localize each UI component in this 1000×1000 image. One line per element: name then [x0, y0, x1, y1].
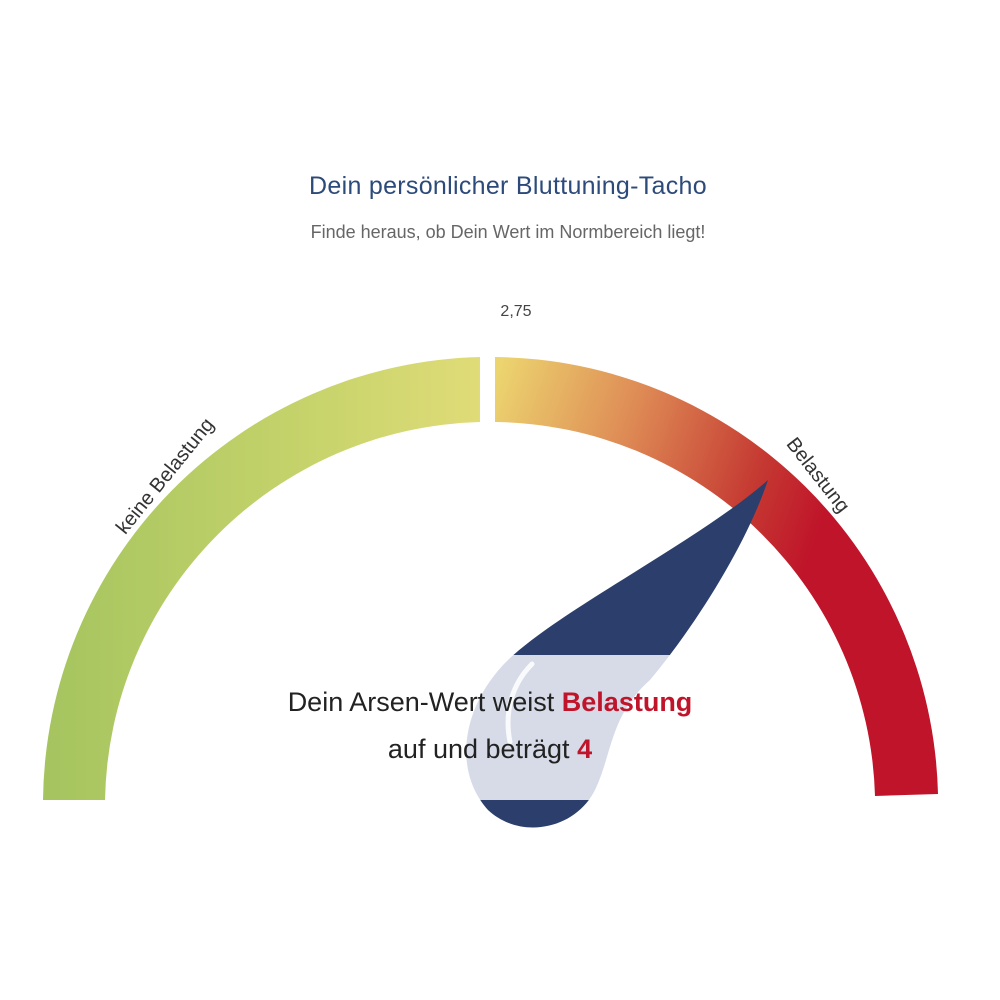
page-title: Dein persönlicher Bluttuning-Tacho	[309, 172, 707, 200]
result-prefix: Dein Arsen-Wert weist	[287, 687, 562, 717]
page-subtitle: Finde heraus, ob Dein Wert im Normbereic…	[310, 222, 706, 242]
result-middle: auf und beträgt	[387, 734, 578, 764]
gauge-segment-load	[495, 357, 938, 796]
result-line-1: Dein Arsen-Wert weist Belastung	[0, 687, 980, 718]
result-status: Belastung	[561, 687, 693, 717]
gauge-segment-no-load	[43, 357, 480, 800]
result-value: 4	[577, 734, 593, 764]
gauge-needle	[466, 480, 768, 828]
result-line-2: auf und beträgt 4	[0, 734, 980, 765]
threshold-tick-label: 2,75	[500, 303, 531, 320]
needle-highlight	[505, 661, 535, 745]
